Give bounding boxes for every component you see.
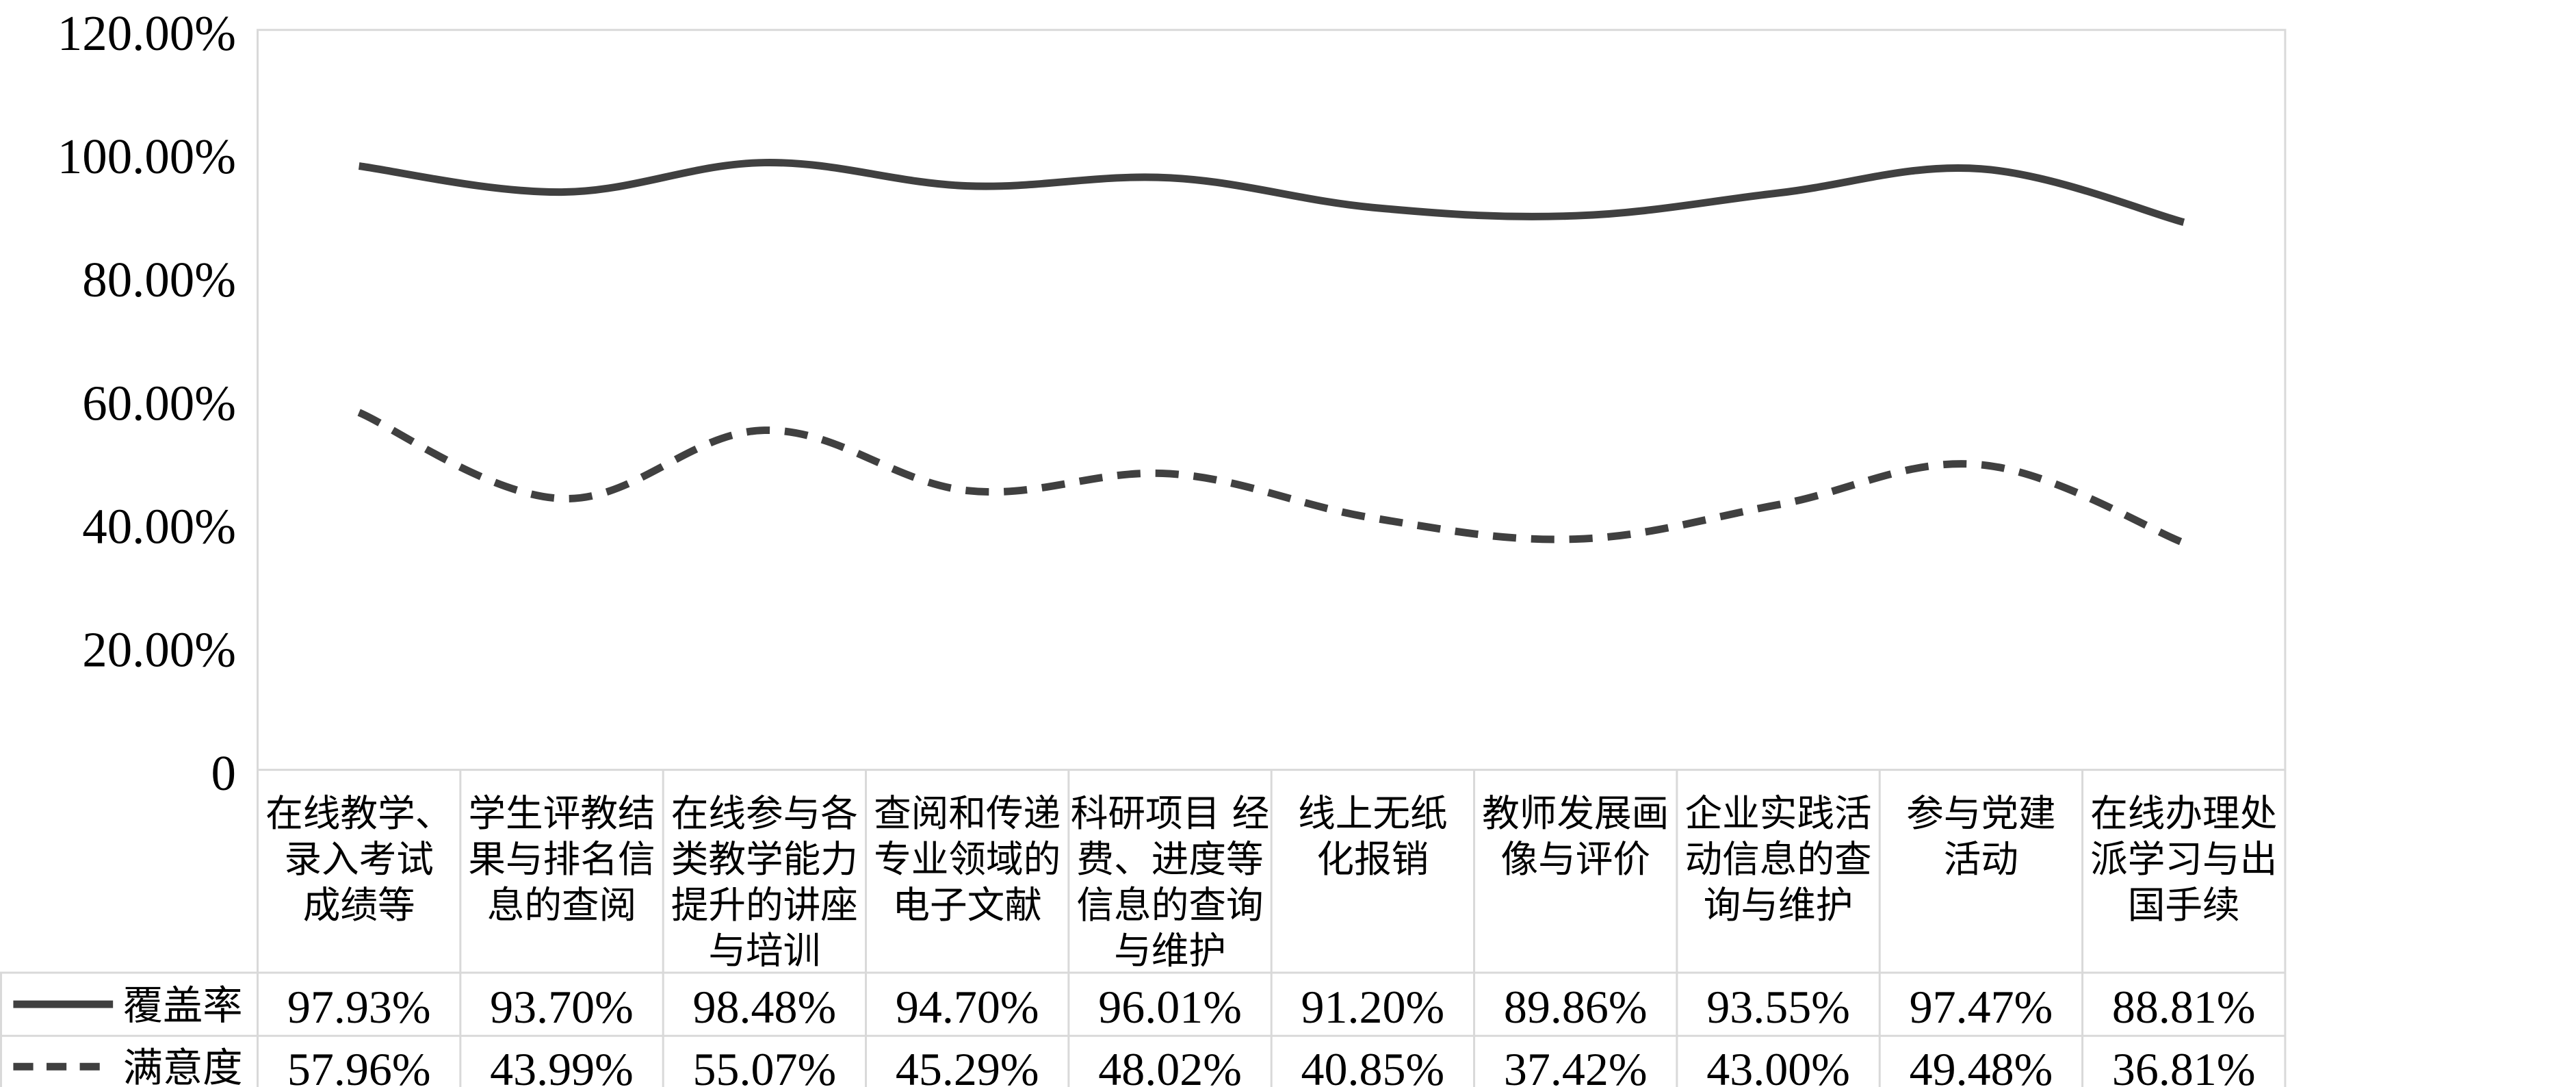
category-label: 查阅和传递专业领域的电子文献 bbox=[874, 791, 1061, 927]
category-label-line: 在线参与各 bbox=[671, 791, 858, 835]
category-label: 参与党建活动 bbox=[1906, 791, 2056, 881]
data-label: 55.07% bbox=[693, 1043, 837, 1087]
plot-area-border bbox=[0, 29, 2287, 1087]
category-label-line: 专业领域的 bbox=[874, 837, 1061, 881]
category-label-line: 成绩等 bbox=[303, 883, 415, 927]
category-label-line: 信息的查询 bbox=[1076, 883, 1263, 927]
category-label: 在线教学、录入考试成绩等 bbox=[265, 791, 452, 927]
legend-label-satisfaction: 满意度 bbox=[123, 1045, 243, 1087]
data-label: 36.81% bbox=[2112, 1043, 2256, 1087]
data-label: 43.99% bbox=[490, 1043, 634, 1087]
data-label: 91.20% bbox=[1301, 981, 1445, 1033]
category-label-line: 息的查阅 bbox=[487, 883, 637, 927]
data-label: 94.70% bbox=[896, 981, 1039, 1033]
y-tick-label: 60.00% bbox=[82, 375, 236, 431]
plot-frame bbox=[257, 29, 2287, 771]
y-tick-label: 20.00% bbox=[82, 622, 236, 678]
category-label: 科研项目 经费、进度等信息的查询与维护 bbox=[1071, 791, 1270, 972]
category-label-line: 与培训 bbox=[708, 929, 820, 973]
x-axis-category-labels: 在线教学、录入考试成绩等学生评教结果与排名信息的查阅在线参与各类教学能力提升的讲… bbox=[265, 791, 2277, 972]
data-label: 43.00% bbox=[1706, 1043, 1850, 1087]
category-label-line: 国手续 bbox=[2128, 883, 2240, 927]
category-label-line: 费、进度等 bbox=[1076, 837, 1263, 881]
category-label-line: 录入考试 bbox=[284, 837, 434, 881]
data-label: 89.86% bbox=[1504, 981, 1648, 1033]
legend-label-coverage: 覆盖率 bbox=[123, 982, 243, 1029]
category-label: 企业实践活动信息的查询与维护 bbox=[1684, 791, 1871, 927]
category-label: 在线办理处派学习与出国手续 bbox=[2090, 791, 2277, 927]
series-line-coverage bbox=[358, 159, 2185, 226]
category-label: 在线参与各类教学能力提升的讲座与培训 bbox=[671, 791, 858, 972]
data-label: 97.93% bbox=[287, 981, 431, 1033]
series-line-satisfaction bbox=[357, 409, 2185, 547]
category-label-line: 动信息的查 bbox=[1684, 837, 1871, 881]
data-label: 45.29% bbox=[896, 1043, 1039, 1087]
y-tick-label: 0 bbox=[211, 745, 235, 801]
category-label-line: 化报销 bbox=[1316, 837, 1429, 881]
category-label: 学生评教结果与排名信息的查阅 bbox=[468, 791, 655, 927]
y-axis: 0 20.00% 40.00% 60.00% 80.00% 100.00% 120.00% bbox=[57, 5, 236, 801]
category-label-line: 在线教学、 bbox=[265, 791, 452, 835]
category-label-line: 活动 bbox=[1944, 837, 2018, 881]
category-label-line: 提升的讲座 bbox=[671, 883, 858, 927]
data-label: 98.48% bbox=[693, 981, 837, 1033]
category-label-line: 与维护 bbox=[1114, 929, 1226, 973]
data-label: 93.55% bbox=[1706, 981, 1850, 1033]
y-tick-label: 80.00% bbox=[82, 252, 236, 307]
data-label: 97.47% bbox=[1910, 981, 2053, 1033]
category-label-line: 果与排名信 bbox=[468, 837, 655, 881]
data-table: 覆盖率 97.93% 93.70% 98.48% 94.70% 96.01% 91.20% 8… bbox=[13, 981, 2256, 1087]
data-label: 48.02% bbox=[1098, 1043, 1242, 1087]
category-label-line: 在线办理处 bbox=[2090, 791, 2277, 835]
category-label-line: 线上无纸 bbox=[1298, 791, 1448, 835]
category-label-line: 查阅和传递 bbox=[874, 791, 1061, 835]
data-label: 93.70% bbox=[490, 981, 634, 1033]
category-label-line: 派学习与出 bbox=[2090, 837, 2277, 881]
data-label: 37.42% bbox=[1504, 1043, 1648, 1087]
y-tick-label: 40.00% bbox=[82, 498, 236, 554]
y-tick-label: 100.00% bbox=[57, 129, 236, 184]
data-label: 49.48% bbox=[1910, 1043, 2053, 1087]
category-label-line: 科研项目 经 bbox=[1071, 791, 1270, 835]
category-label-line: 像与评价 bbox=[1500, 837, 1650, 881]
category-label: 教师发展画像与评价 bbox=[1482, 791, 1669, 881]
category-label-line: 企业实践活 bbox=[1684, 791, 1871, 835]
category-label-line: 电子文献 bbox=[892, 883, 1042, 927]
data-label: 40.85% bbox=[1301, 1043, 1445, 1087]
category-label: 线上无纸化报销 bbox=[1298, 791, 1448, 881]
category-label-line: 教师发展画 bbox=[1482, 791, 1669, 835]
data-label: 88.81% bbox=[2112, 981, 2256, 1033]
series-lines bbox=[357, 159, 2185, 547]
y-tick-label: 120.00% bbox=[57, 5, 236, 61]
category-label-line: 类教学能力 bbox=[671, 837, 858, 881]
data-label: 57.96% bbox=[287, 1043, 431, 1087]
data-label: 96.01% bbox=[1098, 981, 1242, 1033]
category-label-line: 询与维护 bbox=[1704, 883, 1853, 927]
category-label-line: 学生评教结 bbox=[468, 791, 655, 835]
category-label-line: 参与党建 bbox=[1906, 791, 2056, 835]
